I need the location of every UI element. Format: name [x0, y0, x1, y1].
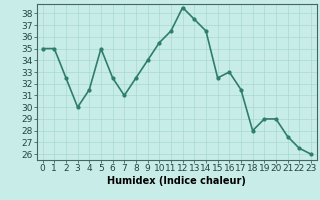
- X-axis label: Humidex (Indice chaleur): Humidex (Indice chaleur): [108, 176, 246, 186]
